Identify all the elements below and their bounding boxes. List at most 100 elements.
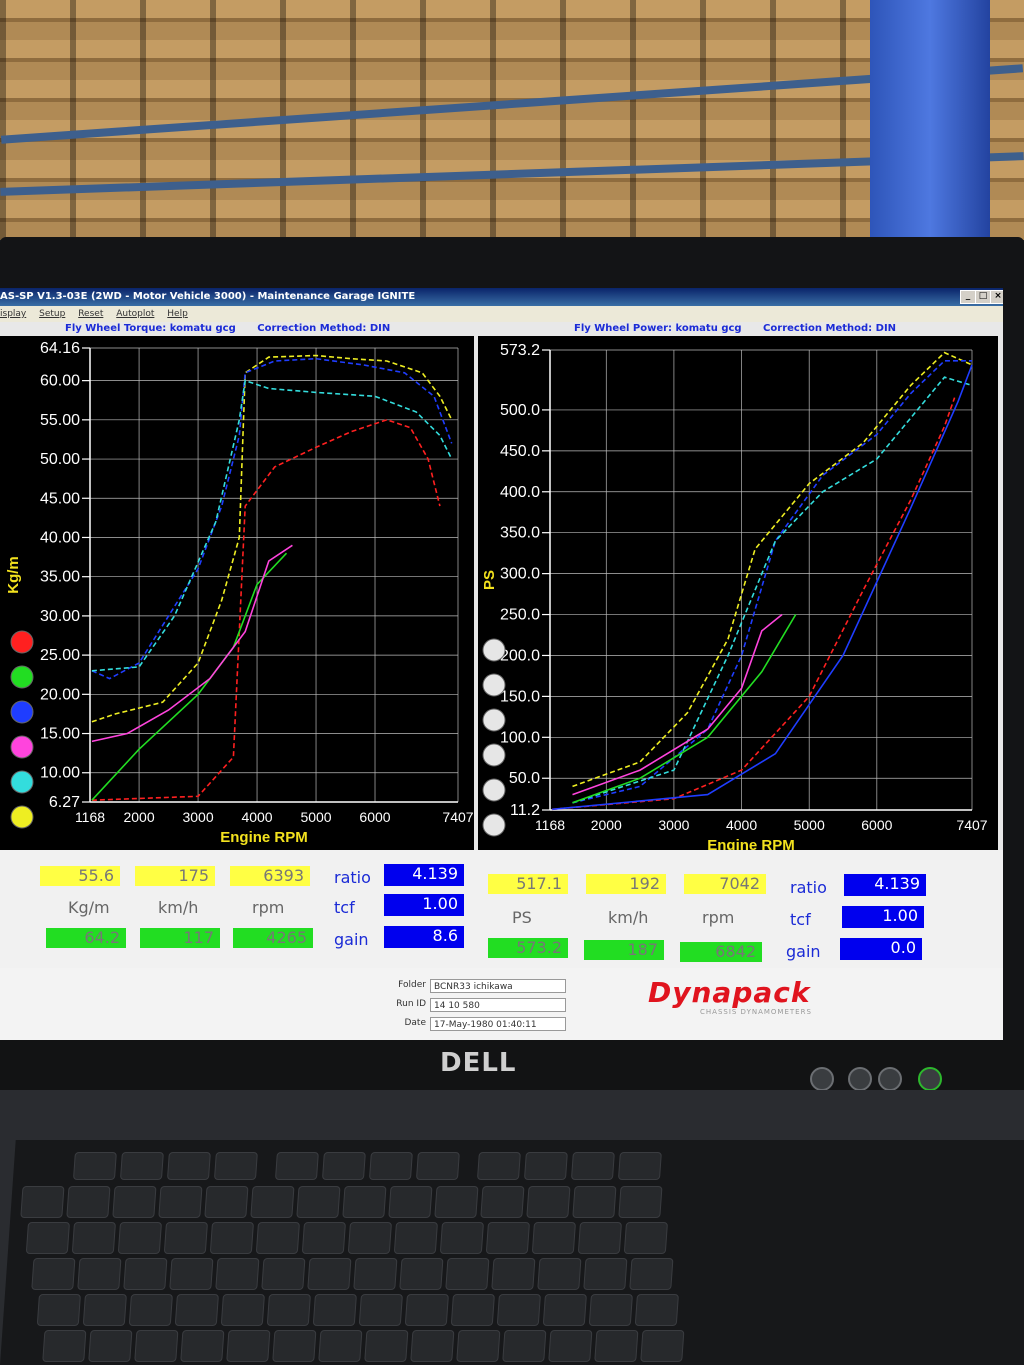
menu-help[interactable]: Help: [167, 309, 188, 319]
right-rpm-peak: 6842: [680, 942, 762, 962]
power-ytick-label: 350.0: [500, 525, 540, 542]
keyboard-key: [368, 1152, 413, 1180]
power-chart-header: Fly Wheel Power: komatu gcg Correction M…: [574, 322, 896, 336]
keyboard-key: [42, 1330, 87, 1362]
maximize-button[interactable]: □: [975, 290, 991, 304]
keyboard-key: [220, 1294, 265, 1326]
menu-setup[interactable]: Setup: [39, 309, 66, 319]
right-ratio-label: ratio: [790, 878, 827, 897]
left-unit-torque: Kg/m: [68, 898, 110, 917]
left-unit-speed: km/h: [158, 898, 199, 917]
left-rpm-peak: 4265: [233, 928, 313, 948]
keyboard-key: [577, 1222, 622, 1254]
keyboard-key: [572, 1186, 617, 1218]
torque-series-line: [91, 418, 441, 801]
power-ytick-label: 200.0: [500, 647, 540, 664]
keyboard-key: [36, 1294, 81, 1326]
menu-reset[interactable]: Reset: [78, 309, 104, 319]
date-field[interactable]: 17-May-1980 01:40:11: [430, 1017, 566, 1031]
menu-autoplot[interactable]: Autoplot: [116, 309, 155, 319]
torque-ylabel: Kg/m: [5, 556, 22, 594]
torque-legend-dot: [10, 770, 34, 794]
right-power-current: 517.1: [488, 874, 568, 894]
torque-ytick-label: 35.00: [40, 569, 80, 586]
keyboard-key: [594, 1330, 639, 1362]
keyboard-key: [537, 1258, 582, 1290]
power-xtick-label: 6000: [861, 817, 892, 833]
left-tcf-label: tcf: [334, 898, 355, 917]
keyboard-key: [583, 1258, 628, 1290]
right-ratio-value: 4.139: [844, 874, 926, 896]
power-legend-dot: [482, 813, 506, 837]
torque-ytick-label: 6.27: [49, 794, 80, 811]
torque-series-line: [91, 544, 293, 743]
keyboard-key: [388, 1186, 433, 1218]
right-speed-peak: 187: [584, 940, 664, 960]
power-series-line: [572, 351, 973, 788]
keyboard: [0, 1140, 1024, 1365]
keyboard-key: [31, 1258, 76, 1290]
keyboard-key: [158, 1186, 203, 1218]
keyboard-key: [180, 1330, 225, 1362]
keyboard-key: [307, 1258, 352, 1290]
power-ytick-label: 573.2: [500, 342, 540, 359]
keyboard-key: [134, 1330, 179, 1362]
dell-logo: DELL: [440, 1048, 517, 1078]
torque-ytick-label: 15.00: [40, 726, 80, 743]
menu-bar: isplay Setup Reset Autoplot Help: [0, 306, 1003, 322]
torque-chart: 64.16 60.00 55.00 50.00 45.00 40.00 35.00 30.00…: [0, 336, 474, 850]
keyboard-key: [163, 1222, 208, 1254]
power-ytick-label: 50.0: [509, 770, 540, 787]
keyboard-key: [204, 1186, 249, 1218]
power-legend-dot: [482, 743, 506, 767]
keyboard-key: [318, 1330, 363, 1362]
torque-series-line: [91, 357, 453, 680]
keyboard-key: [358, 1294, 403, 1326]
power-xlabel: Engine RPM: [707, 837, 795, 850]
torque-legend-dot: [10, 630, 34, 654]
torque-correction-method: Correction Method: DIN: [257, 323, 391, 334]
power-ytick-label: 400.0: [500, 484, 540, 501]
keyboard-key: [347, 1222, 392, 1254]
power-xtick-label: 7407: [956, 817, 987, 833]
monitor-menu-button[interactable]: [810, 1067, 834, 1091]
torque-ytick-label: 40.00: [40, 529, 80, 546]
right-unit-speed: km/h: [608, 908, 649, 927]
run-id-field[interactable]: 14 10 580: [430, 998, 566, 1012]
car-lift-post: [870, 0, 990, 240]
right-unit-rpm: rpm: [702, 908, 735, 927]
torque-xtick-label: 1168: [75, 809, 105, 825]
keyboard-key: [117, 1222, 162, 1254]
keyboard-key: [213, 1152, 258, 1180]
right-tcf-value: 1.00: [842, 906, 924, 928]
folder-field[interactable]: BCNR33 ichikawa: [430, 979, 566, 993]
menu-display[interactable]: isplay: [0, 309, 27, 319]
power-legend-dot: [482, 673, 506, 697]
torque-ytick-label: 30.00: [40, 608, 80, 625]
left-ratio-label: ratio: [334, 868, 371, 887]
torque-ytick-label: 55.00: [40, 412, 80, 429]
keyboard-key: [640, 1330, 685, 1362]
monitor-power-button[interactable]: [918, 1067, 942, 1091]
monitor-plus-button[interactable]: [878, 1067, 902, 1091]
keyboard-key: [255, 1222, 300, 1254]
power-correction-method: Correction Method: DIN: [763, 323, 897, 334]
monitor-minus-button[interactable]: [848, 1067, 872, 1091]
left-speed-peak: 117: [140, 928, 220, 948]
torque-ytick-label: 50.00: [40, 451, 80, 468]
keyboard-key: [71, 1222, 116, 1254]
left-unit-rpm: rpm: [252, 898, 285, 917]
keyboard-key: [491, 1258, 536, 1290]
keyboard-key: [119, 1152, 164, 1180]
left-tcf-value: 1.00: [384, 894, 464, 916]
left-gain-label: gain: [334, 930, 369, 949]
torque-ytick-label: 25.00: [40, 647, 80, 664]
torque-xtick-label: 7407: [442, 809, 473, 825]
close-button[interactable]: ×: [990, 290, 1003, 304]
torque-series-line: [91, 379, 453, 672]
minimize-button[interactable]: _: [960, 290, 976, 304]
right-rpm-current: 7042: [684, 874, 766, 894]
keyboard-key: [226, 1330, 271, 1362]
keyboard-key: [301, 1222, 346, 1254]
keyboard-key: [634, 1294, 679, 1326]
